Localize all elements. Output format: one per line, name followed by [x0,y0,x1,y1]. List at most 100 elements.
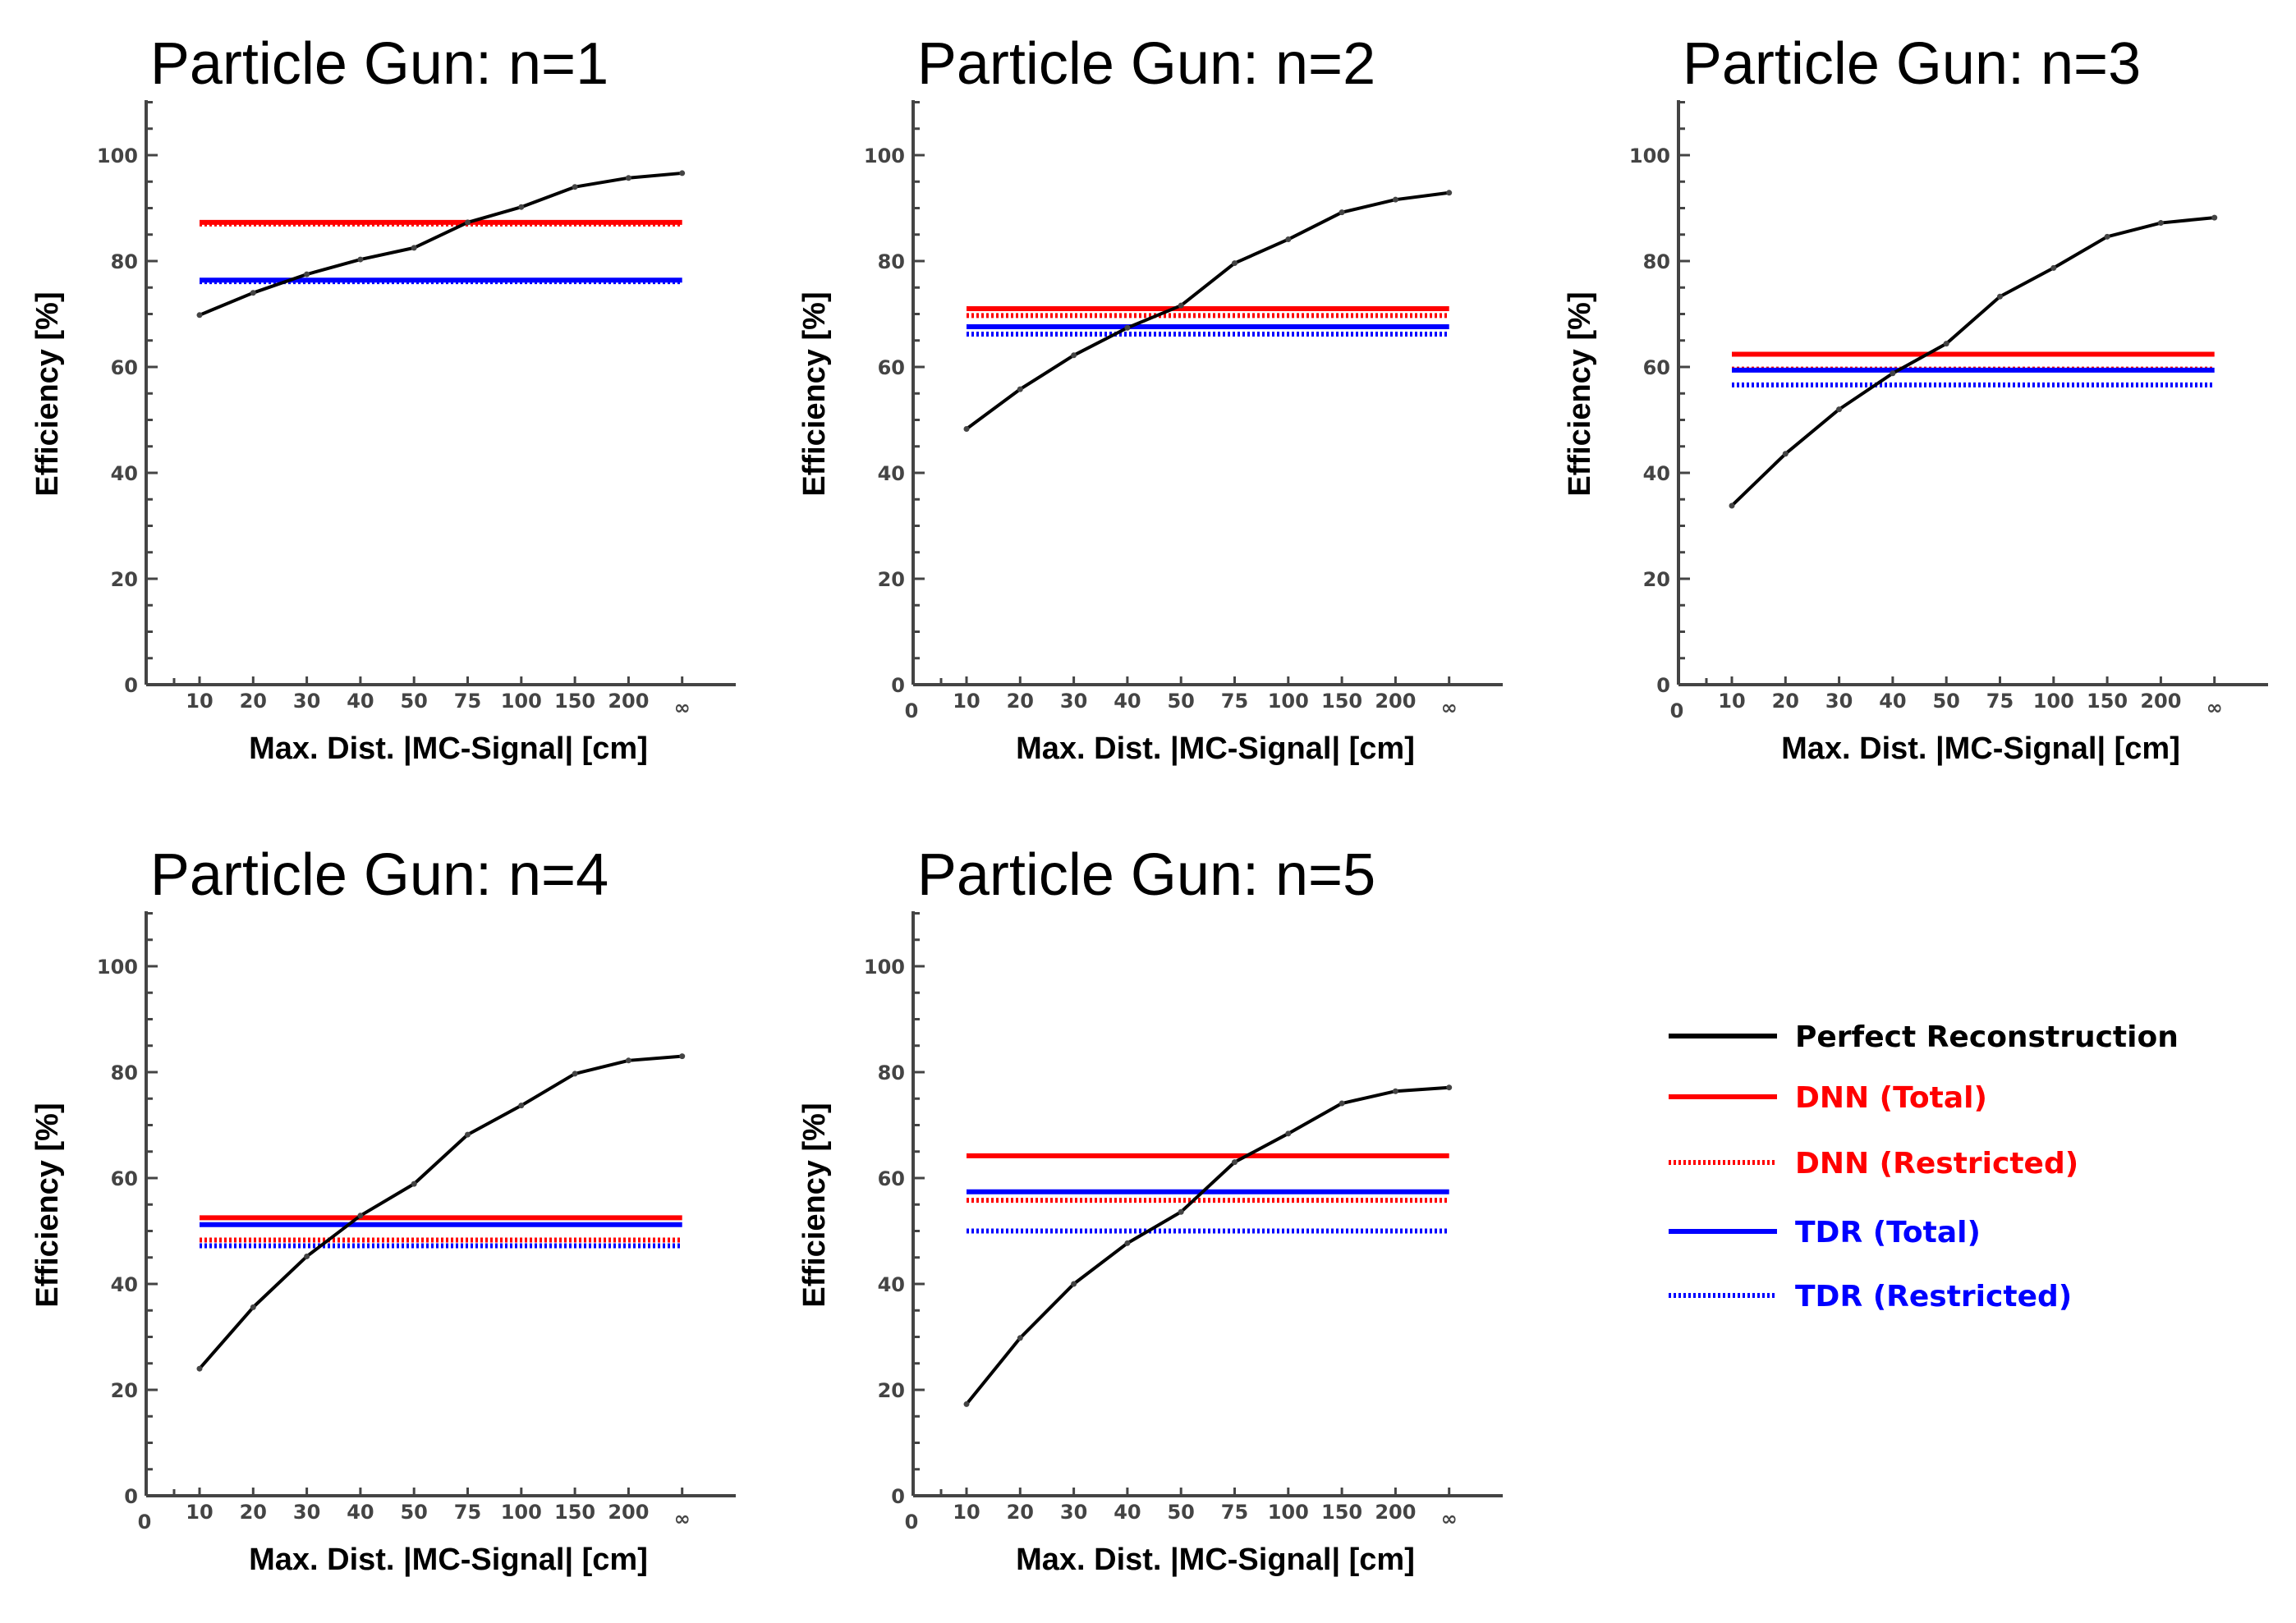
x-tick-label: 150 [2087,690,2128,713]
x-tick-label: 10 [186,1501,213,1524]
data-point [196,312,203,319]
y-tick-label: 60 [878,1167,905,1190]
chart-title: Particle Gun: n=3 [1683,31,2141,97]
series-line-perfect-reconstruction [198,1054,682,1370]
data-point [1285,236,1292,243]
x-tick-label: 50 [1167,690,1194,713]
y-tick-label: 20 [1643,568,1670,591]
data-point [2211,214,2218,221]
data-point [1071,352,1077,359]
x-tick-label: 30 [1825,690,1853,713]
x-tick-label: 10 [953,1501,980,1524]
x-tick-label: 20 [240,1501,267,1524]
x-axis-label: Max. Dist. |MC-Signal| [cm] [1781,731,2180,766]
data-point [465,1131,471,1138]
data-point [679,170,686,177]
y-tick-label: 40 [1643,462,1670,485]
y-tick-label: 40 [878,462,905,485]
x-tick-label: ∞ [1441,696,1458,719]
data-point [1782,451,1789,457]
x-tick-label: 30 [293,1501,320,1524]
x-tick-label: 30 [1060,690,1087,713]
y-tick-label: 0 [1656,674,1670,697]
legend-label: DNN (Total) [1795,1081,1987,1115]
x-tick-label: 40 [347,1501,374,1524]
chart-panel-3: Particle Gun: n=3 0 20 40 60 80 100 10 20 30 40 50 7… [1563,31,2268,766]
x-tick-label: 150 [1321,1501,1362,1524]
x-tick-label: ∞ [674,1507,691,1530]
y-axis-label: Efficiency [%] [30,291,65,496]
y-tick-label: 100 [864,144,905,167]
legend-label: TDR (Restricted) [1795,1280,2072,1314]
legend: Perfect Reconstruction DNN (Total) DNN (Re… [1669,1020,2179,1314]
data-point [1729,502,1735,509]
y-tick-label: 20 [111,568,138,591]
x-tick-label: 20 [1007,1501,1034,1524]
x-tick-label: 200 [608,690,649,713]
x-origin-label: 0 [905,1511,919,1534]
data-point [1232,1159,1238,1166]
x-tick-label: 100 [501,1501,542,1524]
chart-title: Particle Gun: n=4 [150,842,608,908]
chart-panel-1: Particle Gun: n=1 0 20 40 60 80 100 10 20 30 40 50 7… [30,31,736,766]
x-tick-label: 75 [454,690,481,713]
y-tick-label: 0 [891,674,905,697]
x-tick-label: 50 [400,1501,427,1524]
x-tick-label: 40 [1114,690,1141,713]
y-tick-label: 80 [878,250,905,273]
legend-label: TDR (Total) [1795,1216,1981,1249]
y-tick-label: 60 [111,1167,138,1190]
y-tick-label: 0 [124,1485,138,1508]
data-point [625,175,631,181]
y-tick-label: 0 [124,674,138,697]
x-tick-label: 75 [1221,690,1248,713]
data-point [250,1304,256,1310]
y-tick-label: 80 [111,1061,138,1084]
chart-title: Particle Gun: n=5 [917,842,1375,908]
data-point [196,1365,203,1372]
data-point [2157,220,2164,227]
series-line-perfect-reconstruction [965,190,1449,431]
data-point [679,1053,686,1060]
x-axis-label: Max. Dist. |MC-Signal| [cm] [1016,731,1415,766]
data-point [1890,370,1896,377]
y-tick-label: 80 [111,250,138,273]
data-point [1339,1100,1345,1107]
x-tick-label: ∞ [2206,696,2223,719]
data-point [625,1057,631,1064]
data-point [357,1213,364,1219]
chart-title: Particle Gun: n=1 [150,31,608,97]
data-point [1124,1240,1131,1246]
chart-panel-5: Particle Gun: n=5 0 20 40 60 80 100 10 20 30 40 50 7… [797,842,1503,1577]
y-axis-label: Efficiency [%] [797,1103,832,1307]
data-point [572,1071,578,1077]
x-tick-label: 75 [1221,1501,1248,1524]
x-tick-label: 100 [501,690,542,713]
chart-panel-4: Particle Gun: n=4 0 20 40 60 80 100 10 20 30 40 50 7… [30,842,736,1577]
x-tick-label: 200 [608,1501,649,1524]
x-tick-label: 40 [347,690,374,713]
y-tick-label: 40 [111,1273,138,1296]
data-point [250,290,256,296]
x-axis-label: Max. Dist. |MC-Signal| [cm] [1016,1543,1415,1577]
x-tick-label: 100 [1268,1501,1309,1524]
data-point [357,256,364,263]
x-tick-label: 100 [2033,690,2074,713]
legend-label: Perfect Reconstruction [1795,1020,2179,1054]
y-tick-label: 40 [878,1273,905,1296]
y-tick-label: 60 [878,356,905,379]
data-point [1017,1335,1023,1341]
data-point [1943,341,1949,347]
x-tick-label: 200 [1375,1501,1416,1524]
data-point [1285,1130,1292,1137]
x-tick-label: 40 [1879,690,1906,713]
x-tick-label: 10 [1718,690,1745,713]
data-point [465,219,471,226]
data-point [518,1103,525,1109]
series-line-perfect-reconstruction [965,1085,1449,1405]
y-tick-label: 60 [111,356,138,379]
data-point [963,425,970,432]
data-point [304,1253,310,1259]
